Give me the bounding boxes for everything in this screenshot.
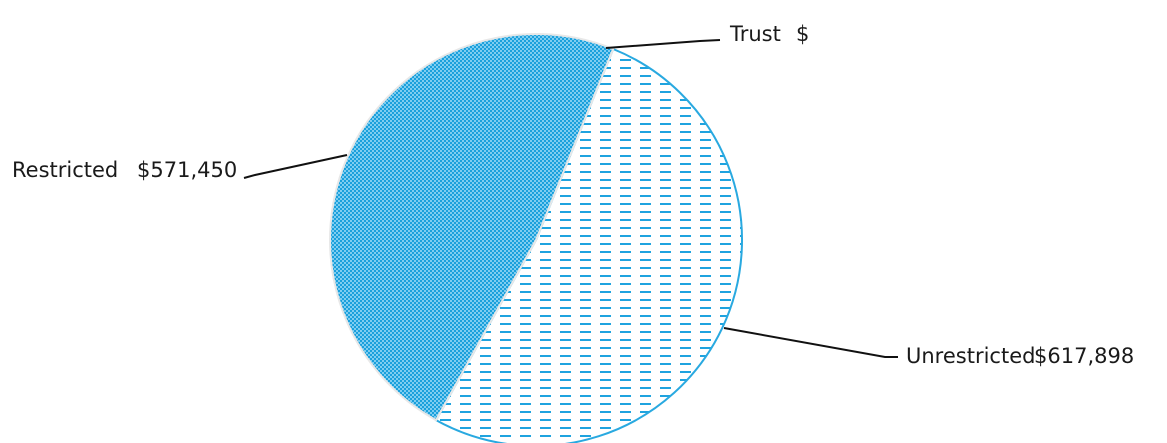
data-label-trust-value: $ xyxy=(796,22,809,46)
pie-slice-restricted xyxy=(329,33,615,422)
data-labels: Restricted $571,450 Trust $ Unrestricted… xyxy=(12,22,1134,368)
data-label-restricted-name: Restricted xyxy=(12,158,118,182)
data-label-unrestricted-value: $617,898 xyxy=(1034,344,1134,368)
leader-line-trust xyxy=(605,39,721,49)
pie-slices xyxy=(329,33,743,443)
leader-line-restricted xyxy=(243,154,348,179)
pie-slice-unrestricted xyxy=(434,47,743,443)
data-label-trust-name: Trust xyxy=(729,22,781,46)
leader-lines xyxy=(243,39,898,358)
data-label-unrestricted-name: Unrestricted xyxy=(906,344,1035,368)
leader-line-unrestricted xyxy=(723,327,898,358)
data-label-restricted-value: $571,450 xyxy=(137,158,237,182)
